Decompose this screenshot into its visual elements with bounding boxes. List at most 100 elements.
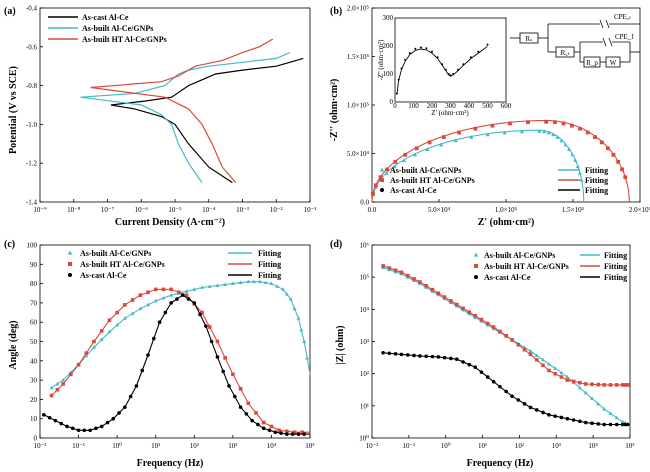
panel-d-ylabel: |Z| (ohm) <box>335 325 346 364</box>
panel-b-inset-ytick-label: 200 <box>383 42 394 50</box>
panel-c-ytick-label: 100 <box>27 242 38 250</box>
panel-d-legend-fitting: Fitting <box>604 262 627 271</box>
panel-d-data-point <box>491 379 496 384</box>
panel-c-data-point <box>47 415 52 420</box>
panel-d-data-point <box>424 354 428 359</box>
panel-d-data-point <box>479 317 484 322</box>
panel-d-ytick-label: 10² <box>360 370 369 378</box>
panel-c-data-point <box>180 293 185 297</box>
panel-c-data-point <box>128 394 133 399</box>
panel-c-legend-fitting: Fitting <box>258 271 281 280</box>
panel-d-data-point <box>541 357 545 362</box>
panel-c-data-point <box>153 287 158 292</box>
panel-d-data-point <box>504 389 508 394</box>
panel-c-data-point <box>107 329 112 334</box>
panel-b-inset-point <box>477 50 480 53</box>
panel-d-xtick-label: 10⁰ <box>441 442 451 450</box>
panel-c-xtick-label: 10⁰ <box>112 442 122 450</box>
panel-b-inset-xtick-label: 300 <box>445 102 456 110</box>
panel-c-data-point <box>204 324 208 328</box>
panel-c-data-point <box>105 420 110 425</box>
panel-d-ytick-label: 10⁴ <box>360 306 370 314</box>
panel-d-data-point <box>534 353 539 357</box>
panel-b-inset-ytick-label: 100 <box>383 70 394 78</box>
panel-a-ytick-label: -1.2 <box>26 160 38 168</box>
panel-c-data-point <box>261 420 266 425</box>
panel-d-xtick-label: 10³ <box>552 442 561 450</box>
panel-b-xtick-label: 1.5×10⁵ <box>562 206 585 214</box>
panel-b-legend-fitting: Fitting <box>585 166 608 175</box>
panel-c-data-point <box>76 428 81 433</box>
panel-b-data-point <box>457 130 461 135</box>
panel-d-data-point <box>547 413 551 417</box>
panel-d-data-point <box>430 287 435 292</box>
panel-b-inset-xtick-label: 400 <box>464 102 475 110</box>
panel-c-legend-fitting: Fitting <box>258 249 281 258</box>
panel-a-ytick-label: -1.0 <box>26 121 38 129</box>
panel-b-data-point <box>537 129 542 133</box>
panel-d-data-point <box>504 333 508 338</box>
panel-d-data-point <box>442 355 447 360</box>
panel-c-data-point <box>238 280 243 285</box>
circuit-cpe-dl-plate <box>599 19 604 29</box>
panel-c-data-point <box>99 337 104 342</box>
panel-b-data-point <box>546 130 551 135</box>
panel-b-legend-label: As-built Al-Ce/GNPs <box>390 166 461 175</box>
panel-d-data-point <box>534 408 539 412</box>
panel-b-inset-point <box>408 52 411 54</box>
panel-c-data-point <box>305 355 310 360</box>
panel-b-inset-point <box>431 50 433 53</box>
panel-c-data-point <box>84 351 89 355</box>
panel-a-xtick-label: 10⁻⁶ <box>135 206 149 214</box>
panel-c-data-point <box>94 426 98 431</box>
panel-c-data-point <box>300 430 305 435</box>
panel-d-data-point <box>442 295 447 299</box>
panel-c-data-point <box>296 432 301 436</box>
panel-c-data-point <box>117 411 121 415</box>
panel-b-data-point <box>385 167 389 172</box>
panel-d-data-point <box>405 353 410 357</box>
panel-a-ytick-label: -0.4 <box>26 5 38 13</box>
panel-b-data-point <box>606 146 610 151</box>
panel-b-data-point <box>579 177 584 182</box>
panel-b-inset-ylabel: -Z'' (ohm·cm²) <box>377 39 385 81</box>
panel-d-data-point <box>559 415 564 420</box>
panel-b-inset-point <box>400 67 403 70</box>
panel-d-fit-line <box>383 352 630 426</box>
panel-c-data-point <box>61 377 66 382</box>
panel-d-label: (d) <box>330 239 342 250</box>
panel-c-data-point <box>153 298 158 303</box>
panel-c-legend-marker <box>68 273 72 277</box>
panel-d-data-point <box>623 422 627 427</box>
panel-c-data-point <box>302 432 307 436</box>
panel-c-data-point <box>209 339 214 344</box>
panel-c-data-point <box>55 381 60 386</box>
panel-c-ylabel: Angle (deg) <box>8 320 19 369</box>
panel-b-data-point <box>573 158 578 162</box>
panel-c-xtick-label: 10² <box>190 442 199 450</box>
panel-b-inset-point <box>444 68 447 71</box>
panel-c-data-point <box>122 316 127 320</box>
panel-d-ytick-label: 10¹ <box>360 402 369 410</box>
panel-d-legend-label: As-built Al-Ce/GNPs <box>484 251 555 260</box>
panel-c-data-point <box>146 302 150 307</box>
panel-b-xlabel: Z' (ohm·cm²) <box>478 217 535 228</box>
panel-c-ytick-label: 10 <box>30 415 38 423</box>
panel-d-ytick-label: 10³ <box>360 338 369 346</box>
panel-d-data-point <box>553 371 557 376</box>
panel-b-xtick-label: 5.0×10⁴ <box>428 206 451 214</box>
panel-c-data-point <box>175 297 179 301</box>
panel-b-data-point <box>469 135 474 139</box>
panel-c-data-point <box>134 384 139 388</box>
panel-b-inset-ytick-label: 0 <box>390 98 394 106</box>
panel-a-xtick-label: 10⁻⁴ <box>202 206 216 214</box>
panel-d-data-point <box>393 352 398 356</box>
panel-b-xtick-label: 2.0×10⁵ <box>629 206 650 214</box>
panel-c-data-point <box>61 382 65 386</box>
panel-b-inset-point <box>436 56 439 59</box>
panel-c-data-point <box>227 384 231 388</box>
circuit-cpe-f-plate <box>602 37 607 47</box>
panel-a-ytick-label: -0.8 <box>26 82 38 90</box>
panel-d-data-point <box>625 383 630 387</box>
panel-c-legend-marker <box>67 250 73 255</box>
